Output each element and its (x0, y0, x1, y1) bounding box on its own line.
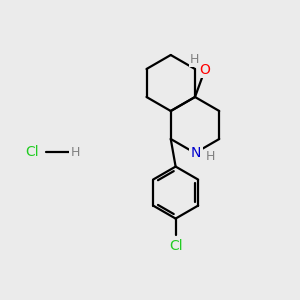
Text: Cl: Cl (25, 145, 39, 159)
Text: Cl: Cl (169, 238, 182, 253)
Text: H: H (190, 53, 199, 66)
Text: H: H (70, 146, 80, 158)
Text: N: N (191, 146, 201, 160)
Text: H: H (205, 149, 215, 163)
Text: O: O (199, 63, 210, 77)
